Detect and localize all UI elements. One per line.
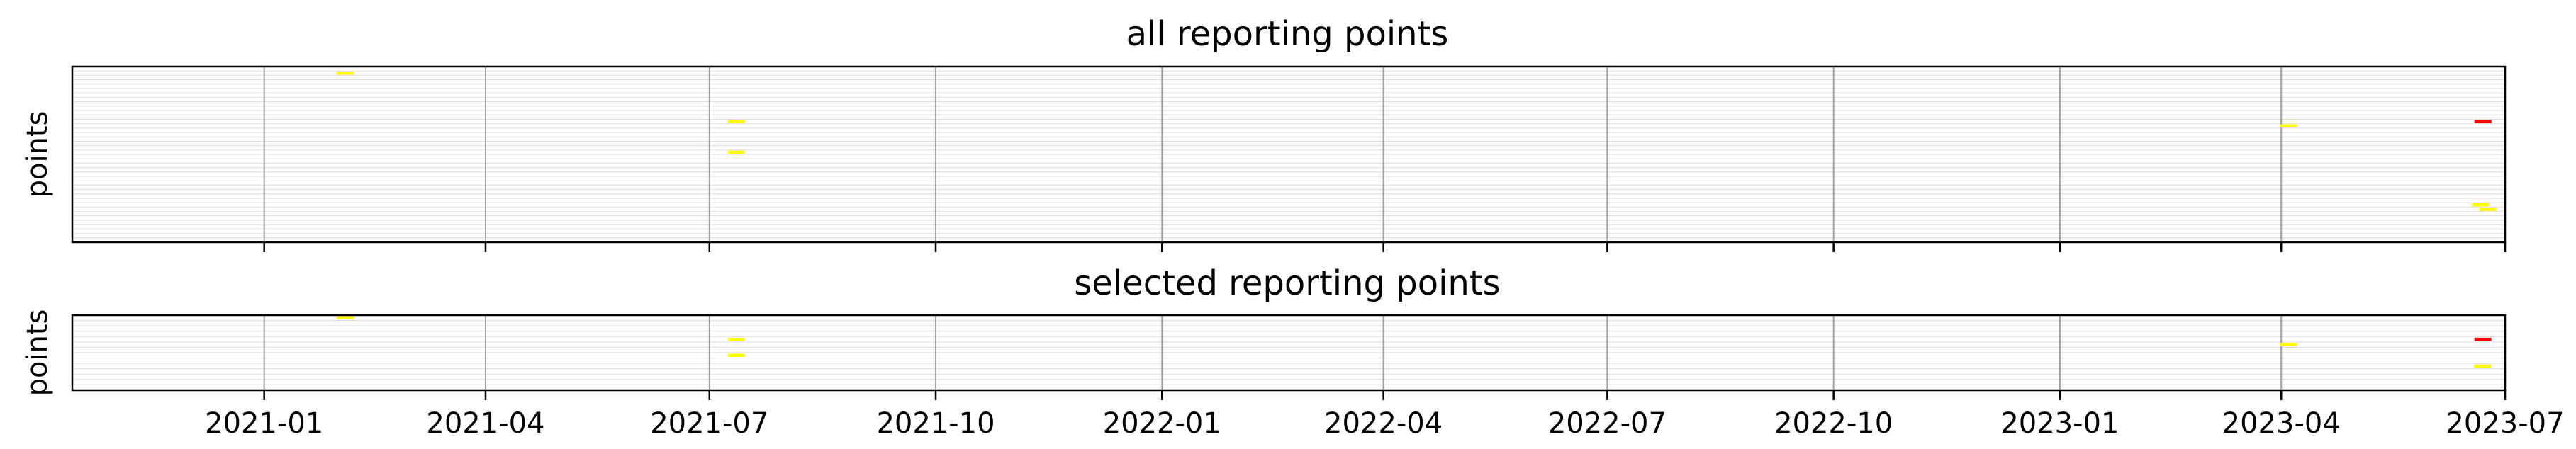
data-marks xyxy=(337,316,2492,368)
y-axis-label: points xyxy=(21,309,54,397)
x-tick-label: 2021-01 xyxy=(205,407,323,440)
x-tick-label: 2022-10 xyxy=(1774,407,1893,440)
x-tick-label: 2023-07 xyxy=(2446,407,2564,440)
row-grid xyxy=(72,66,2505,243)
panel-selected-reporting-points: selected reporting points points 2021-01… xyxy=(21,263,2565,440)
data-marks xyxy=(337,72,2497,211)
panel-title: selected reporting points xyxy=(1074,263,1500,303)
x-tick-label: 2021-10 xyxy=(876,407,995,440)
x-tick-label: 2021-04 xyxy=(426,407,544,440)
x-tick-label: 2023-04 xyxy=(2222,407,2341,440)
x-tick-label: 2023-01 xyxy=(2000,407,2119,440)
panel-all-reporting-points: all reporting points points xyxy=(21,14,2507,252)
x-tick-label: 2022-07 xyxy=(1548,407,1667,440)
x-tick-label: 2022-04 xyxy=(1324,407,1443,440)
x-tick-label: 2022-01 xyxy=(1103,407,1221,440)
panel-title: all reporting points xyxy=(1126,14,1449,54)
x-tick-label: 2021-07 xyxy=(650,407,768,440)
plot-frame xyxy=(71,314,2507,392)
x-ticks xyxy=(263,242,2507,252)
y-axis-label: points xyxy=(21,111,54,198)
x-ticks: 2021-01 2021-04 2021-07 2021-10 2022-01 2022-… xyxy=(205,390,2565,440)
plot-frame xyxy=(71,65,2507,244)
